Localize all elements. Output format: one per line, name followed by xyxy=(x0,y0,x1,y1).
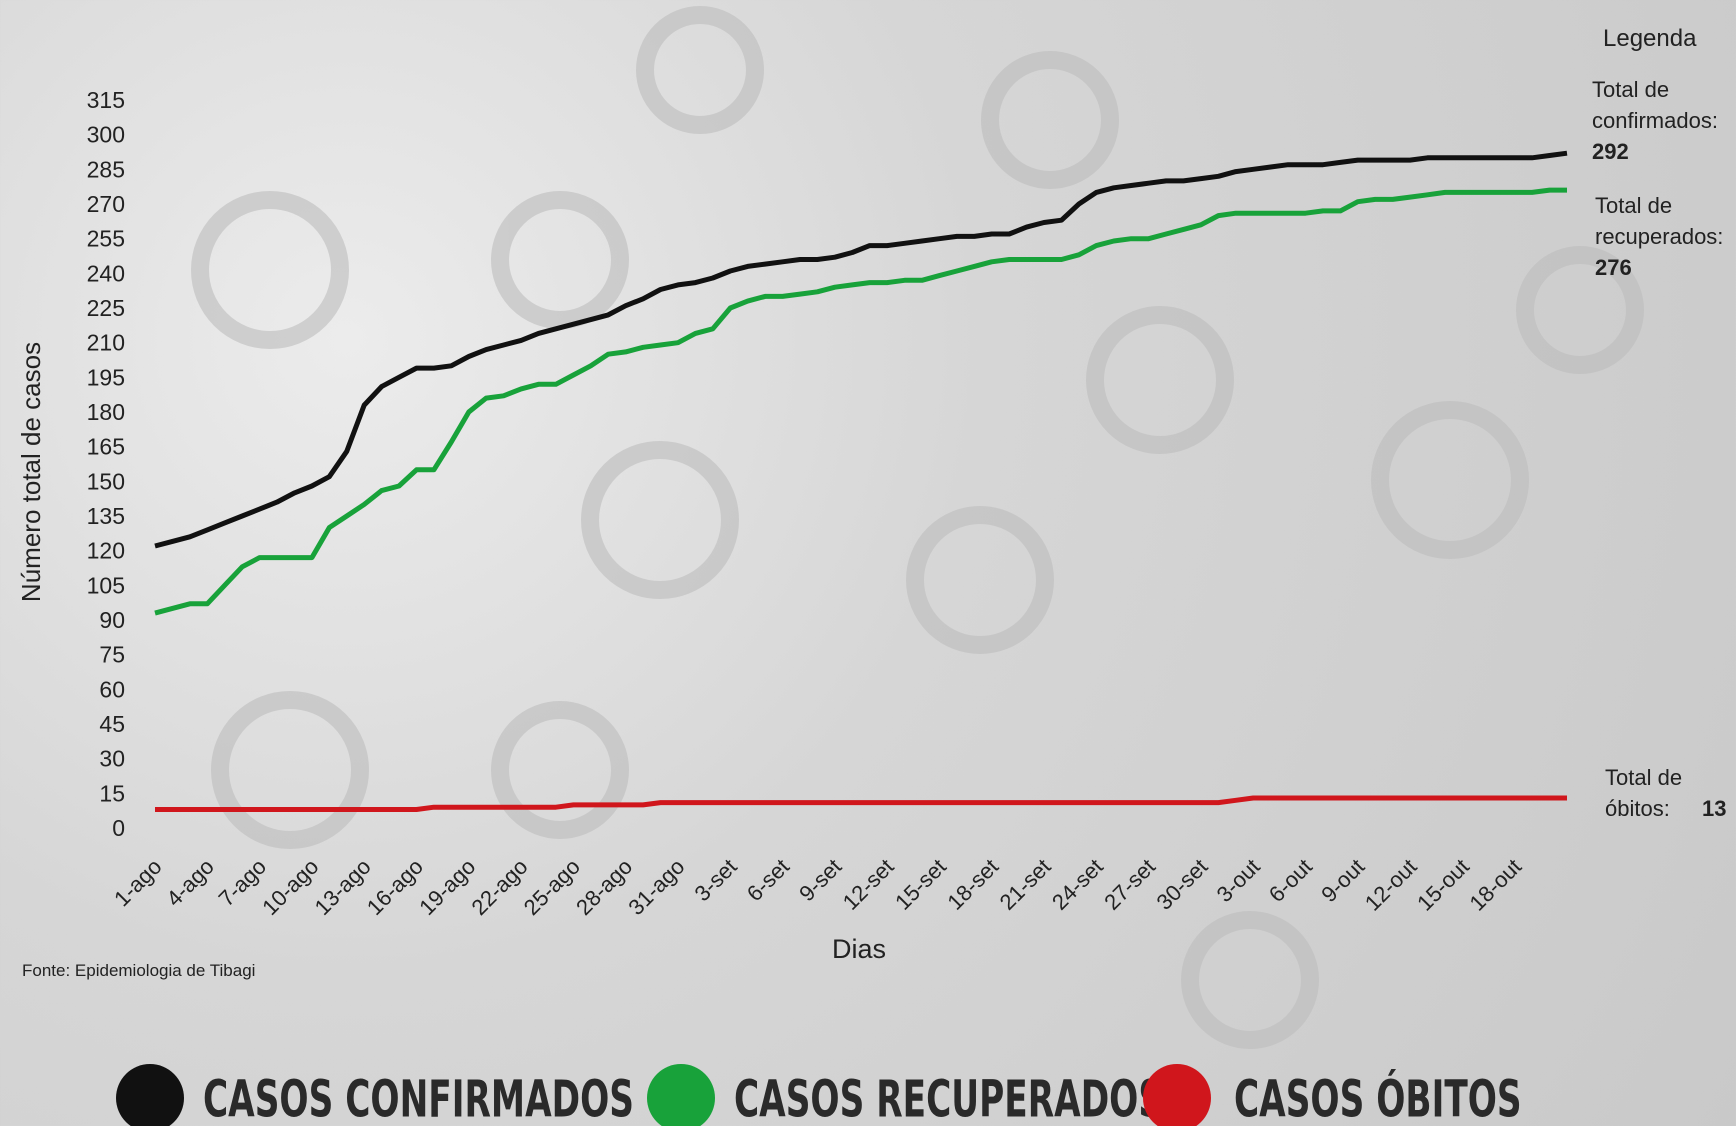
x-tick-label: 18-set xyxy=(942,854,1003,915)
annotation-value: 276 xyxy=(1595,255,1632,280)
y-tick-label: 180 xyxy=(87,399,125,425)
x-tick-label: 6-out xyxy=(1264,854,1317,907)
y-tick-label: 255 xyxy=(87,226,125,252)
y-tick-label: 45 xyxy=(99,711,125,737)
y-tick-label: 195 xyxy=(87,364,125,390)
y-tick-label: 240 xyxy=(87,260,125,286)
legend-swatch xyxy=(647,1064,715,1126)
y-axis-label: Número total de casos xyxy=(16,342,46,602)
y-tick-label: 165 xyxy=(87,434,125,460)
x-axis-label: Dias xyxy=(832,934,886,964)
y-tick-label: 105 xyxy=(87,572,125,598)
source: Fonte: Epidemiologia de Tibagi xyxy=(22,961,255,980)
x-tick-label: 27-set xyxy=(1099,854,1160,915)
x-tick-label: 21-set xyxy=(995,854,1056,915)
y-tick-label: 60 xyxy=(99,676,125,702)
y-tick-label: 120 xyxy=(87,538,125,564)
x-tick-label: 18-out xyxy=(1464,854,1526,916)
x-tick-label: 19-ago xyxy=(414,854,480,920)
series-line xyxy=(155,153,1567,546)
legend-title: Legenda xyxy=(1603,25,1697,52)
x-tick-label: 24-set xyxy=(1047,854,1108,915)
y-tick-label: 135 xyxy=(87,503,125,529)
x-tick-label: 12-set xyxy=(838,854,899,915)
x-tick-label: 15-set xyxy=(890,854,951,915)
y-tick-label: 90 xyxy=(99,607,125,633)
x-tick-label: 1-ago xyxy=(109,854,166,911)
y-tick-label: 75 xyxy=(99,642,125,668)
annotation-value: 13 xyxy=(1702,796,1726,821)
y-tick-label: 270 xyxy=(87,191,125,217)
x-tick-label: 3-out xyxy=(1212,854,1265,907)
x-tick-label: 12-out xyxy=(1360,854,1422,916)
y-tick-label: 15 xyxy=(99,780,125,806)
x-tick-label: 16-ago xyxy=(362,854,428,920)
x-tick-label: 25-ago xyxy=(519,854,585,920)
x-tick-label: 3-set xyxy=(690,854,742,906)
annotation-value: 292 xyxy=(1592,139,1629,164)
annotation-text: óbitos: xyxy=(1605,796,1670,821)
legend-label: CASOS CONFIRMADOS xyxy=(203,1071,634,1126)
legend-label: CASOS RECUPERADOS xyxy=(734,1071,1163,1126)
y-tick-label: 30 xyxy=(99,746,125,772)
x-tick-label: 30-set xyxy=(1152,854,1213,915)
annotation-text: Total de xyxy=(1605,765,1682,790)
series-line xyxy=(155,798,1567,810)
y-tick-label: 300 xyxy=(87,122,125,148)
x-tick-label: 15-out xyxy=(1412,854,1474,916)
annotation-text: confirmados: xyxy=(1592,108,1718,133)
y-tick-label: 210 xyxy=(87,330,125,356)
x-tick-label: 4-ago xyxy=(161,854,218,911)
x-tick-label: 22-ago xyxy=(466,854,532,920)
legend-swatch xyxy=(116,1064,184,1126)
y-tick-label: 225 xyxy=(87,295,125,321)
x-tick-label: 31-ago xyxy=(623,854,689,920)
y-tick-label: 315 xyxy=(87,87,125,113)
annotation-text: Total de xyxy=(1592,77,1669,102)
y-tick-label: 0 xyxy=(112,815,125,841)
x-tick-label: 6-set xyxy=(742,854,794,906)
legend-label: CASOS ÓBITOS xyxy=(1234,1070,1522,1126)
annotation-text: Total de xyxy=(1595,193,1672,218)
x-tick-label: 28-ago xyxy=(571,854,637,920)
y-tick-label: 285 xyxy=(87,156,125,182)
x-tick-label: 10-ago xyxy=(257,854,323,920)
annotation-text: recuperados: xyxy=(1595,224,1723,249)
y-tick-label: 150 xyxy=(87,468,125,494)
x-tick-label: 13-ago xyxy=(310,854,376,920)
chart: Legenda Dias Número total de casos Fonte… xyxy=(0,0,1736,1126)
